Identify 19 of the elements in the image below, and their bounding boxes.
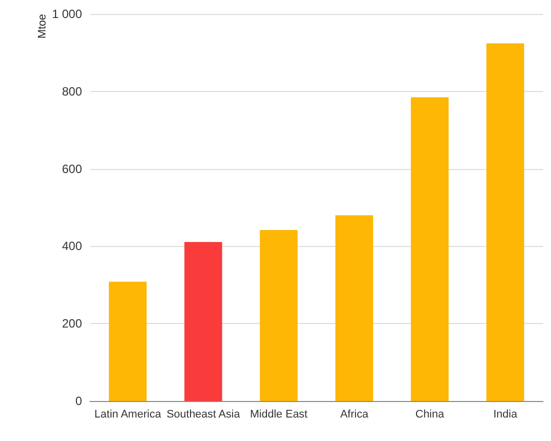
y-axis-title: Mtoe [36, 14, 48, 38]
y-tick-label: 200 [62, 316, 82, 331]
bar [108, 282, 147, 401]
bar [260, 230, 298, 401]
bar [335, 215, 374, 401]
x-tick-label: Middle East [250, 408, 308, 420]
bar [486, 43, 524, 401]
bar [184, 242, 222, 401]
y-tick-label: 600 [62, 162, 82, 176]
x-tick-label: Latin America [94, 408, 162, 420]
x-tick-label: India [493, 408, 518, 420]
y-tick-label: 400 [62, 239, 82, 254]
x-tick-label: Africa [340, 408, 370, 420]
y-tick-label: 1 000 [52, 7, 82, 21]
bar [410, 97, 449, 401]
y-tick-label: 800 [62, 84, 82, 98]
x-tick-label: Southeast Asia [166, 408, 241, 420]
y-tick-label: 0 [75, 394, 82, 408]
x-tick-label: China [415, 408, 445, 420]
